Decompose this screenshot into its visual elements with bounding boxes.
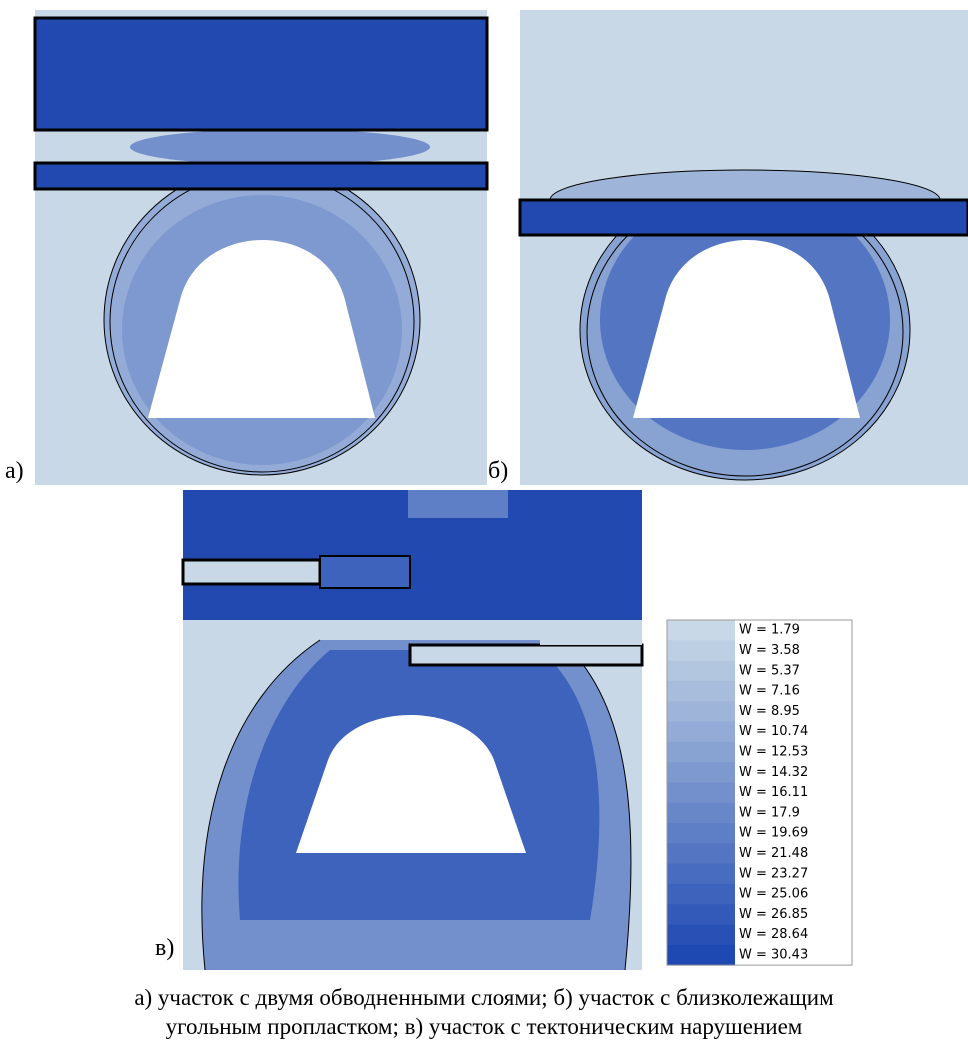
legend-swatch [667, 742, 735, 763]
panel-b: б) [488, 10, 968, 485]
legend-label: W = 7.16 [739, 684, 800, 699]
panel-label: а) [5, 458, 24, 484]
panel-c: в) [155, 490, 642, 970]
legend-swatch [667, 925, 735, 946]
legend-label: W = 14.32 [739, 765, 808, 780]
caption-line: а) участок с двумя обводненными слоями; … [134, 985, 834, 1010]
legend-swatch [667, 945, 735, 966]
legend-swatch [667, 884, 735, 905]
legend-swatch [667, 782, 735, 803]
legend-label: W = 10.74 [739, 724, 808, 739]
legend-swatch [667, 803, 735, 824]
legend-swatch [667, 823, 735, 844]
panel-a: а) [5, 10, 487, 485]
legend-label: W = 23.27 [739, 866, 808, 881]
legend-swatch [667, 843, 735, 864]
legend-label: W = 3.58 [739, 643, 800, 658]
legend-swatch [667, 722, 735, 743]
legend-swatch [667, 701, 735, 722]
panel-label: в) [155, 935, 174, 961]
legend: W = 1.79 W = 3.58 W = 5.37 W = 7.16 W = 8.95… [667, 620, 852, 966]
legend-label: W = 30.43 [739, 947, 808, 962]
legend-label: W = 8.95 [739, 704, 800, 719]
legend-label: W = 25.06 [739, 887, 808, 902]
legend-label: W = 19.69 [739, 826, 808, 841]
legend-label: W = 26.85 [739, 907, 808, 922]
legend-swatch [667, 640, 735, 661]
legend-label: W = 28.64 [739, 927, 808, 942]
legend-label: W = 1.79 [739, 623, 800, 638]
legend-swatch [667, 904, 735, 925]
legend-label: W = 12.53 [739, 744, 808, 759]
legend-swatch [667, 762, 735, 783]
legend-swatch [667, 864, 735, 885]
legend-label: W = 17.9 [739, 805, 800, 820]
legend-swatch [667, 620, 735, 641]
legend-label: W = 21.48 [739, 846, 808, 861]
legend-label: W = 16.11 [739, 785, 808, 800]
legend-swatch [667, 681, 735, 702]
figure: а) б) в) W = 1.79 W = 3.58 W = 5.37 W = 7.1… [0, 0, 968, 1046]
panel-label: б) [488, 458, 508, 484]
caption-line: угольным пропластком; в) участок с текто… [166, 1014, 803, 1039]
legend-label: W = 5.37 [739, 663, 800, 678]
legend-swatch [667, 661, 735, 682]
